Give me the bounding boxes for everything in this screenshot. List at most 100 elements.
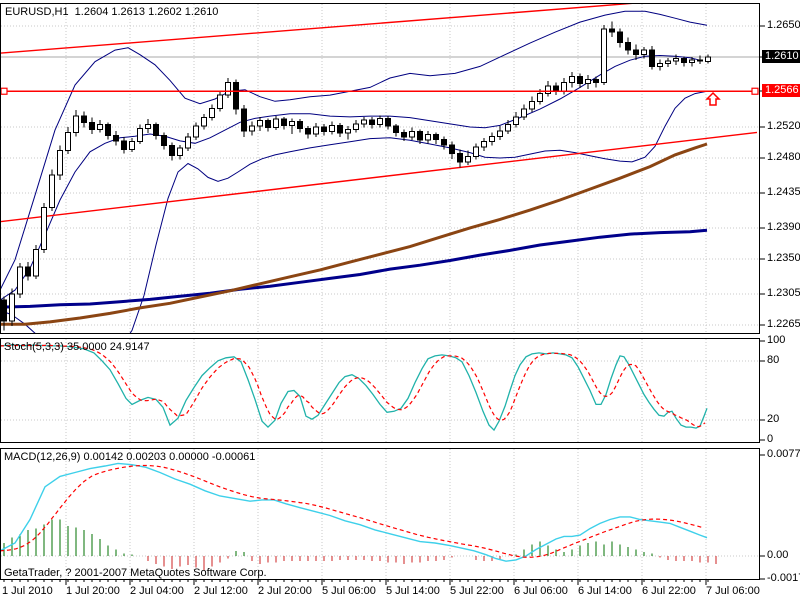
time-tick-label: 6 Jul 06:00: [514, 585, 568, 597]
candlestick: [497, 126, 503, 141]
candlestick: [233, 79, 239, 115]
candlestick: [361, 116, 367, 128]
candlestick: [665, 57, 671, 68]
stochastic-tick-label: 20: [767, 413, 780, 426]
bollinger-upper-band: [1, 10, 708, 290]
candlestick: [489, 132, 495, 146]
order-line-handle-left[interactable]: [0, 87, 8, 95]
candlestick: [97, 119, 103, 133]
candlestick: [129, 137, 135, 152]
stochastic-header: Stoch(5,3,3) 35.0000 24.9147: [4, 341, 150, 353]
macd-tick-label: 0.00: [767, 549, 789, 561]
time-tick-label: 7 Jul 06:00: [706, 585, 760, 597]
candlestick: [177, 144, 183, 160]
candlestick: [65, 126, 71, 155]
candlestick: [169, 142, 175, 161]
stochastic-tick-label: 100: [767, 334, 786, 346]
candlestick: [225, 78, 231, 99]
time-tick-label: 2 Jul 04:00: [130, 585, 184, 597]
candlestick: [393, 123, 399, 137]
candlestick: [657, 59, 663, 71]
price-tick-label: 1.2350: [767, 251, 800, 264]
candlestick: [121, 137, 127, 154]
candlestick: [241, 105, 247, 138]
candlestick: [73, 109, 79, 137]
candlestick: [25, 262, 31, 281]
candlestick: [193, 122, 199, 141]
candlestick: [81, 111, 87, 128]
up-arrow-icon[interactable]: [705, 91, 721, 106]
order-line-group: [0, 87, 759, 106]
candlestick: [625, 37, 631, 55]
candlesticks: [1, 21, 711, 331]
candlestick: [385, 116, 391, 130]
candlestick: [321, 123, 327, 136]
macd-header: MACD(12,26,9) 0.00142 0.00203 0.00000 -0…: [4, 451, 256, 463]
macd-signal-line: [1, 464, 705, 558]
candlestick: [289, 118, 295, 134]
bollinger-middle-band: [1, 54, 701, 301]
candlestick: [153, 122, 159, 140]
candlestick: [41, 203, 47, 253]
candlestick: [577, 73, 583, 89]
candlestick: [1, 296, 7, 331]
candlestick: [641, 46, 647, 59]
candlestick: [609, 21, 615, 37]
candlestick: [329, 121, 335, 135]
candlestick: [633, 44, 639, 61]
candlestick: [481, 137, 487, 152]
candlestick: [185, 133, 191, 152]
main-chart-panel: [0, 3, 759, 333]
candlestick: [137, 124, 143, 145]
candlestick: [505, 119, 511, 134]
candlestick: [433, 132, 439, 145]
stochastic-tick-label: 80: [767, 353, 780, 366]
candlestick: [337, 123, 343, 138]
candlestick: [265, 118, 271, 132]
candlestick: [249, 121, 255, 136]
candlestick: [353, 119, 359, 133]
time-tick-label: 5 Jul 14:00: [386, 585, 440, 597]
macd-panel: [1, 462, 717, 571]
candlestick: [145, 119, 151, 134]
candlestick: [705, 54, 711, 64]
candlestick: [697, 55, 703, 65]
candlestick: [217, 91, 223, 112]
candlestick: [257, 116, 263, 131]
candlestick: [281, 116, 287, 130]
current-price-badge: 1.2610: [762, 50, 800, 64]
candlestick: [9, 288, 15, 326]
trendline-upper[interactable]: [0, 3, 640, 54]
time-tick-label: 5 Jul 22:00: [450, 585, 504, 597]
time-tick-label: 6 Jul 22:00: [642, 585, 696, 597]
time-tick-label: 6 Jul 14:00: [578, 585, 632, 597]
order-price-badge: 1.2566: [762, 84, 800, 98]
order-line-handle-right[interactable]: [751, 87, 759, 95]
stochastic-k-line: [1, 344, 708, 432]
moving-average-navy: [1, 228, 708, 309]
time-tick-label: 2 Jul 12:00: [194, 585, 248, 597]
candlestick: [649, 46, 655, 70]
macd-tick-label: -0.00175: [767, 571, 800, 584]
stochastic-panel: [1, 344, 708, 432]
price-tick-label: 1.2435: [767, 185, 800, 198]
candlestick: [465, 150, 471, 166]
candlestick: [673, 54, 679, 65]
candlestick: [585, 74, 591, 89]
bollinger-lower-band: [1, 90, 708, 333]
candlestick: [89, 117, 95, 134]
candlestick: [369, 116, 375, 129]
time-tick-label: 2 Jul 20:00: [258, 585, 312, 597]
candlestick: [457, 149, 463, 168]
candlestick: [209, 104, 215, 121]
candlestick: [473, 143, 479, 160]
candlestick: [57, 145, 63, 180]
macd-tick-label: 0.00774: [767, 448, 800, 460]
candlestick: [377, 115, 383, 128]
trendline-lower[interactable]: [0, 131, 758, 223]
candlestick: [401, 129, 407, 141]
price-tick-label: 1.2265: [767, 318, 800, 330]
stochastic-d-line: [1, 344, 706, 428]
